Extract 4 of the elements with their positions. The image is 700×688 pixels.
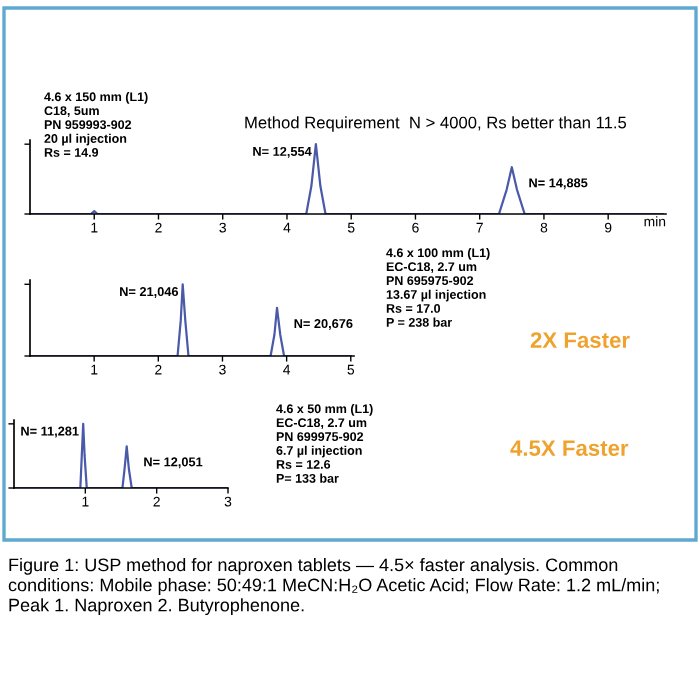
text: 4.5X Faster <box>510 440 629 456</box>
caption: Figure 1: USP method for naproxen tablets — 4.5× faster analysis. Common conditions: Mobile phase: 50:49:1 MeCN:H₂O Acetic Acid; Flow Rate: 1.2 mL/min; Peak 1. Naproxen 2. Butyrophenone. <box>8 558 659 616</box>
text: Method Requirement N > 4000, Rs better than 11.5 <box>245 116 627 132</box>
text: 2X Faster <box>530 332 630 348</box>
